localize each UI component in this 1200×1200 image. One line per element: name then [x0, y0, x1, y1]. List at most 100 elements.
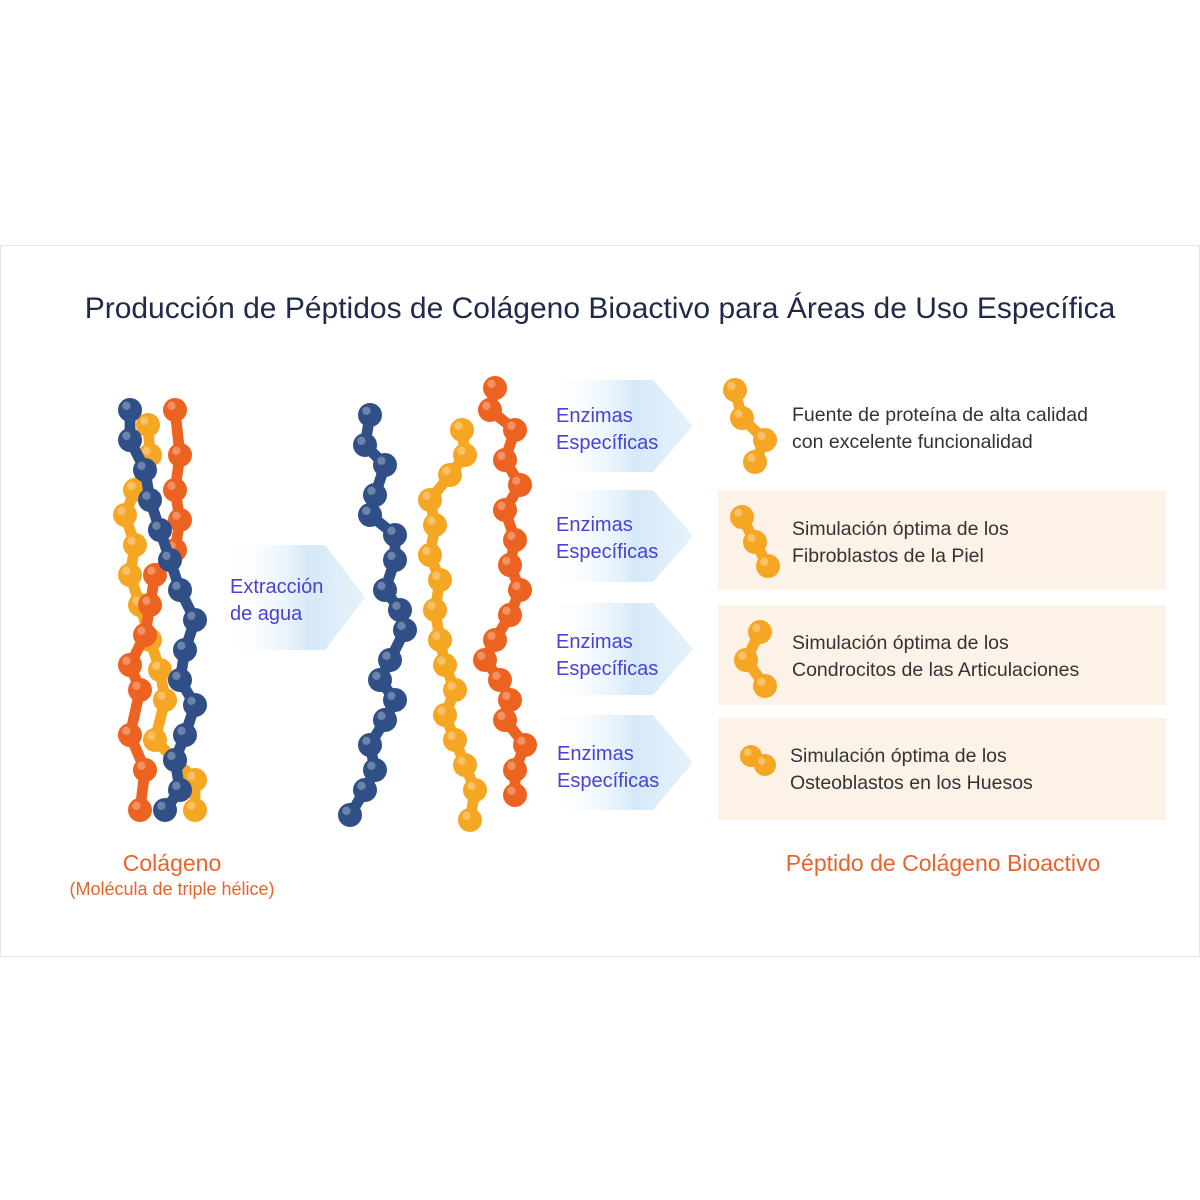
bead-highlight	[147, 731, 156, 740]
bead-highlight	[142, 446, 151, 455]
chain-bead	[123, 533, 147, 557]
enzyme-text: Enzimas	[556, 631, 633, 653]
chain-bead	[418, 488, 442, 512]
chain-bead	[133, 458, 157, 482]
chain-bead	[508, 473, 532, 497]
bead-highlight	[127, 481, 136, 490]
enzyme-arrow	[548, 715, 693, 810]
chain-bead	[163, 748, 187, 772]
chain-bead	[433, 703, 457, 727]
bead-highlight	[362, 406, 371, 415]
bead-highlight	[132, 681, 141, 690]
chain-bead	[118, 653, 142, 677]
chain-bead	[183, 693, 207, 717]
bead-highlight	[167, 751, 176, 760]
chain-bead	[133, 758, 157, 782]
chain-bead	[453, 753, 477, 777]
chain-bead	[143, 563, 167, 587]
extraction-arrow	[225, 545, 365, 650]
bead-highlight	[177, 641, 186, 650]
chain-bead	[488, 668, 512, 692]
desc-line: Fibroblastos de la Piel	[792, 545, 984, 567]
bead-highlight	[760, 557, 769, 566]
bead-highlight	[492, 671, 501, 680]
bead-highlight	[122, 726, 131, 735]
chain-bead	[438, 463, 462, 487]
chain-bead	[138, 488, 162, 512]
enzyme-label-1: Enzimas Específicas	[556, 403, 658, 457]
bead-highlight	[502, 606, 511, 615]
bead-highlight	[397, 621, 406, 630]
peptide-caption: Péptido de Colágeno Bioactivo	[785, 850, 1101, 876]
chain-bead	[153, 688, 177, 712]
bead-highlight	[497, 501, 506, 510]
chain-bead	[503, 758, 527, 782]
bead-highlight	[442, 466, 451, 475]
chain-bead	[383, 688, 407, 712]
bead-highlight	[727, 381, 736, 390]
chain-bead	[183, 608, 207, 632]
desc-line: Fuente de proteína de alta calidad	[792, 404, 1088, 426]
enzyme-arrow	[548, 490, 693, 582]
bead-highlight	[142, 491, 151, 500]
separated-orange-strand	[473, 376, 537, 807]
desc-line: Simulación óptima de los	[792, 518, 1009, 540]
chain-bead	[138, 593, 162, 617]
bead-highlight	[517, 736, 526, 745]
chain-bead	[473, 648, 497, 672]
chain-bead	[148, 518, 172, 542]
chain-bead	[353, 433, 377, 457]
bead-highlight	[122, 431, 131, 440]
chain-bead	[478, 398, 502, 422]
chain-bead	[358, 503, 382, 527]
chain-bead	[378, 648, 402, 672]
chain-bead	[393, 618, 417, 642]
chain-bead	[183, 798, 207, 822]
bead-highlight	[187, 611, 196, 620]
bead-highlight	[457, 756, 466, 765]
bead-highlight	[734, 508, 743, 517]
enzyme-text: Específicas	[556, 432, 659, 454]
chain-bead	[498, 688, 522, 712]
bead-highlight	[422, 546, 431, 555]
bead-highlight	[140, 416, 149, 425]
bead-highlight	[172, 671, 181, 680]
bead-highlight	[187, 801, 196, 810]
bead-highlight	[157, 801, 166, 810]
enzyme-text: Enzimas	[556, 514, 633, 536]
chain-bead	[503, 783, 527, 807]
bead-highlight	[172, 511, 181, 520]
enzyme-arrow	[548, 380, 693, 472]
chain-bead	[128, 678, 152, 702]
bead-highlight	[507, 421, 516, 430]
bead-highlight	[512, 476, 521, 485]
bead-highlight	[152, 661, 161, 670]
chain-bead	[148, 658, 172, 682]
chain-bead	[754, 754, 776, 776]
bead-highlight	[757, 677, 766, 686]
row-card-joints	[718, 605, 1166, 705]
bead-highlight	[117, 506, 126, 515]
chain-bead	[363, 483, 387, 507]
bead-highlight	[367, 761, 376, 770]
bead-highlight	[167, 481, 176, 490]
chain-bead	[493, 708, 517, 732]
chain-bead	[498, 553, 522, 577]
separated-yellow-strand	[418, 418, 487, 832]
extraction-line1: Extracción	[230, 576, 324, 598]
bead-highlight	[137, 761, 146, 770]
chain-bead	[743, 450, 767, 474]
chain-bead	[503, 418, 527, 442]
collagen-caption: Colágeno (Molécula de triple hélice)	[22, 850, 322, 900]
chain-bead	[433, 653, 457, 677]
bead-highlight	[477, 651, 486, 660]
helix-blue-strand	[118, 398, 207, 822]
bead-highlight	[512, 581, 521, 590]
enzyme-text: Específicas	[556, 541, 659, 563]
bead-highlight	[757, 431, 766, 440]
chain-bond	[424, 429, 481, 821]
chain-bead	[753, 674, 777, 698]
bead-highlight	[743, 748, 752, 757]
chain-bead	[443, 728, 467, 752]
bead-highlight	[502, 556, 511, 565]
